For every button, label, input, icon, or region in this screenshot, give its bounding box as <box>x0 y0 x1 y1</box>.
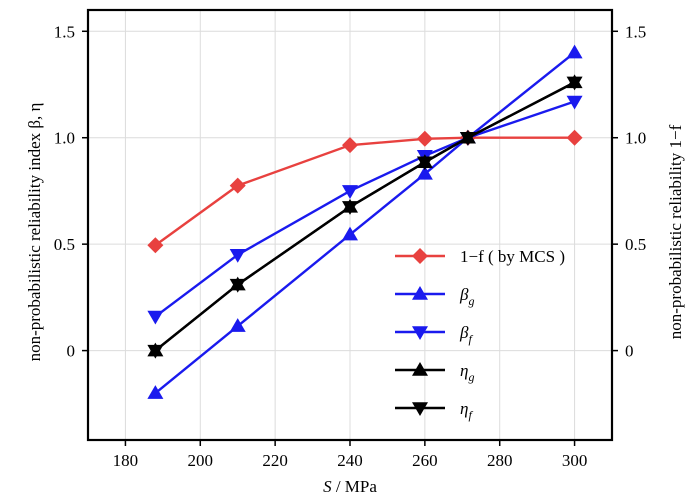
x-axis-label: S / MPa <box>323 477 377 496</box>
legend-marker <box>412 326 428 340</box>
y-tick-label-right: 1.0 <box>625 129 646 148</box>
legend-label: ηf <box>460 399 473 422</box>
data-point <box>229 249 246 263</box>
data-point <box>229 318 246 332</box>
legend-label-main: β <box>459 323 469 342</box>
legend-label-main: η <box>460 361 468 380</box>
legend-label: ηg <box>460 361 474 384</box>
series-1 <box>147 44 583 399</box>
legend-label-main: β <box>459 285 469 304</box>
grid <box>88 10 612 440</box>
legend-label-main: 1−f <box>460 247 484 266</box>
series-4 <box>147 76 583 359</box>
x-tick-label: 260 <box>412 451 438 470</box>
y-tick-label-left: 1.5 <box>54 22 75 41</box>
data-point <box>342 201 358 215</box>
ticks: 180 200 220 240 260 280 300 0 0 0.5 0.5 1.0 1.0 1.5 1.… <box>54 22 647 470</box>
legend-label-main: η <box>460 399 468 418</box>
data-point <box>147 344 164 359</box>
legend-entry: βf <box>395 323 473 346</box>
data-point <box>147 237 164 254</box>
legend-label: 1−f ( by MCS ) <box>460 247 565 266</box>
legend-marker <box>412 402 428 416</box>
series-line <box>154 100 575 318</box>
legend-entry: 1−f ( by MCS ) <box>395 247 565 266</box>
x-axis-label-unit: / MPa <box>332 477 378 496</box>
data-point <box>566 44 583 59</box>
legend-marker <box>412 248 428 264</box>
legend-label-sub: g <box>468 294 474 308</box>
legend-label-sub: f <box>468 408 473 422</box>
legend-marker <box>412 362 428 376</box>
series-0 <box>147 129 583 254</box>
data-point <box>342 137 358 154</box>
series-3 <box>147 74 583 357</box>
legend-label-sub: f <box>468 332 473 346</box>
y-tick-label-right: 0.5 <box>625 235 646 254</box>
data-point <box>416 130 433 147</box>
x-tick-label: 300 <box>562 451 588 470</box>
y-tick-label-left: 0 <box>67 342 76 361</box>
y-tick-label-right: 1.5 <box>625 22 646 41</box>
x-axis-label-var: S <box>323 477 332 496</box>
x-tick-label: 200 <box>188 451 214 470</box>
data-point <box>229 278 246 293</box>
legend-entry: ηf <box>395 399 473 422</box>
data-point <box>459 131 476 146</box>
data-point <box>566 76 583 91</box>
y-tick-label-left: 1.0 <box>54 129 75 148</box>
data-point <box>147 385 164 399</box>
y-axis-label-right: non-probabilistic reliability 1−f <box>666 124 685 339</box>
x-tick-label: 220 <box>262 451 288 470</box>
legend-label-sub: g <box>468 370 474 384</box>
legend-label: βg <box>459 285 474 308</box>
data-point <box>342 226 358 241</box>
series-layer <box>147 44 583 399</box>
x-tick-label: 280 <box>487 451 513 470</box>
data-point <box>342 185 358 199</box>
series-line <box>154 136 575 247</box>
data-point <box>147 310 164 325</box>
legend-entry: ηg <box>395 361 474 384</box>
data-point <box>229 177 246 194</box>
data-point <box>416 165 433 180</box>
series-2 <box>147 95 583 325</box>
data-point <box>416 156 433 171</box>
data-point <box>566 129 583 146</box>
data-point <box>566 95 583 110</box>
legend-label: βf <box>459 323 473 346</box>
series-line <box>154 51 576 395</box>
legend-label-rest: ( by MCS ) <box>484 247 565 266</box>
legend-marker <box>412 286 428 300</box>
series-line <box>154 81 576 352</box>
y-tick-label-left: 0.5 <box>54 235 75 254</box>
x-tick-label: 240 <box>337 451 363 470</box>
y-axis-label-left: non-probabilistic reliability index β, η <box>25 103 44 362</box>
x-tick-label: 180 <box>113 451 139 470</box>
y-tick-label-right: 0 <box>625 342 634 361</box>
legend-entry: βg <box>395 285 474 308</box>
